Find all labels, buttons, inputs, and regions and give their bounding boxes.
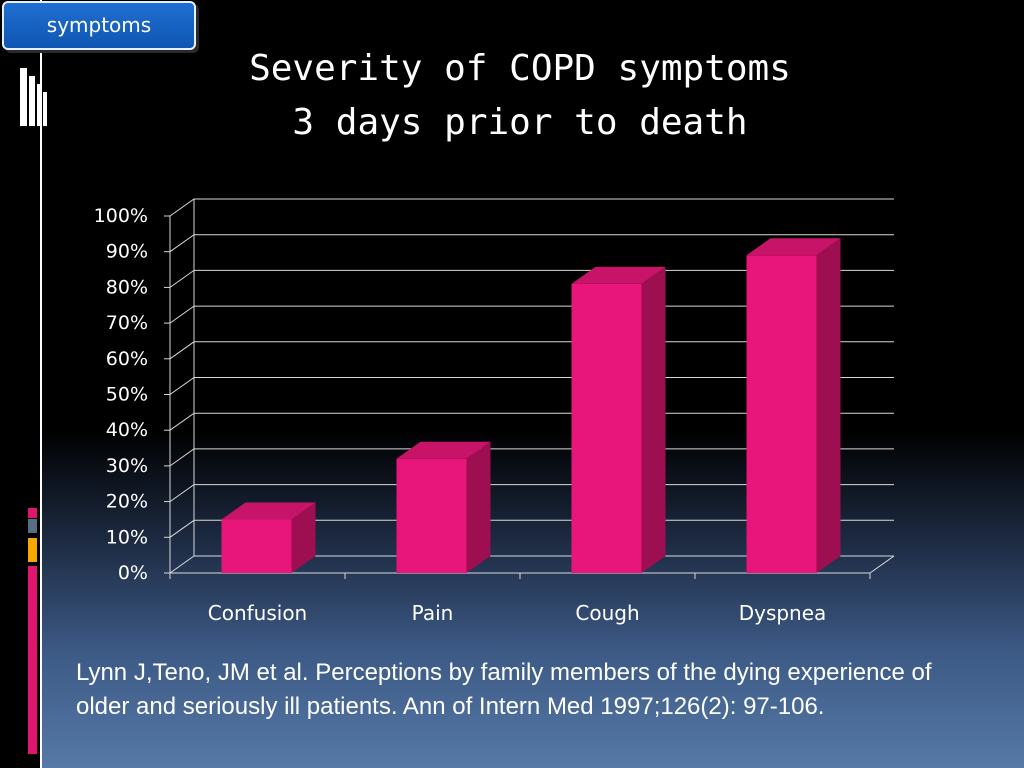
bar-side [816,238,841,573]
gridline [169,234,894,253]
y-tick-label: 70% [106,312,148,334]
gridline [169,198,894,217]
slide-background [42,0,1024,768]
bar-top [221,502,316,520]
y-tick-label: 80% [106,276,148,298]
bar-top [396,441,491,459]
y-tick-label: 90% [106,241,148,263]
accent-bar-pink [28,566,37,754]
slide-title: Severity of COPD symptoms 3 days prior t… [120,42,920,150]
bar-front [396,458,467,573]
bar-side [291,502,316,573]
bar-front [221,519,292,573]
accent-block-slate [28,519,37,533]
floor-edge [869,555,895,574]
title-line-2: 3 days prior to death [292,102,748,143]
bar-side [641,266,666,573]
y-axis-ticks: 0% 10% 20% 30% 40% 50% 60% 70% 80% 90% 100% [94,205,148,584]
bar-dyspnea [746,238,841,573]
bar-top [746,238,841,256]
x-axis-ticks: Confusion Pain Cough Dyspnea [208,601,827,625]
bar-pain [396,441,491,573]
accent-block-pink [28,508,37,518]
x-tick-label: Cough [575,601,639,625]
y-tick-label: 100% [94,205,148,227]
section-tab[interactable]: symptoms [2,1,196,50]
y-tick-label: 30% [106,455,148,477]
y-tick-label: 20% [106,491,148,513]
accent-block-orange [28,538,37,562]
title-line-1: Severity of COPD symptoms [249,48,791,89]
bar-cough [571,266,666,573]
x-tick-label: Dyspnea [739,601,827,625]
y-tick-label: 10% [106,526,148,548]
y-tick-label: 0% [118,562,148,584]
doc-stack-icon [20,68,47,126]
chart-bars [221,238,841,573]
y-tick-label: 40% [106,419,148,441]
y-tick-label: 50% [106,384,148,406]
x-tick-label: Pain [412,601,454,625]
bar-top [571,266,666,284]
x-tick-label: Confusion [208,601,307,625]
bar-side [466,441,491,573]
bar-front [571,283,642,573]
citation-text: Lynn J,Teno, JM et al. Perceptions by fa… [76,659,932,720]
bar-front [746,255,817,573]
bar-confusion [221,502,316,573]
y-tick-label: 60% [106,348,148,370]
